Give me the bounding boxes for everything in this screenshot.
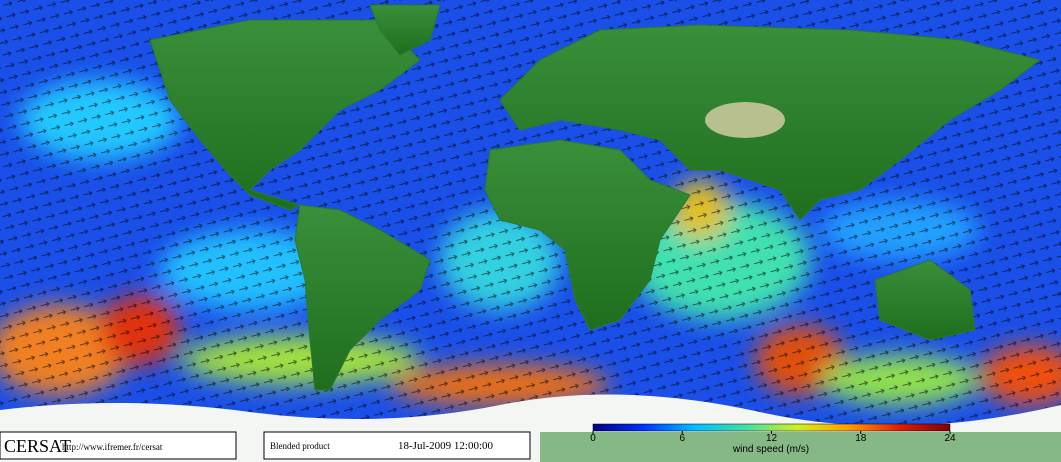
colorbar-tick-label: 6 (679, 433, 685, 444)
url: http://www.ifremer.fr/cersat (62, 442, 163, 452)
colorbar-tick-label: 18 (855, 433, 867, 444)
colorbar-tick-label: 12 (766, 433, 778, 444)
continents (149, 4, 1042, 391)
colorbar-tick-label: 24 (944, 433, 956, 444)
product: Blended product (270, 441, 330, 451)
logo-box (0, 431, 237, 460)
colorbar-label: wind speed (m/s) (732, 444, 809, 455)
logo: CERSAT (4, 436, 71, 456)
colorbar (592, 423, 951, 432)
info-box (263, 431, 531, 460)
datetime: 18-Jul-2009 12:00:00 (398, 440, 494, 452)
colorbar-tick-label: 0 (590, 433, 596, 444)
antarctica-edge (540, 432, 1061, 462)
